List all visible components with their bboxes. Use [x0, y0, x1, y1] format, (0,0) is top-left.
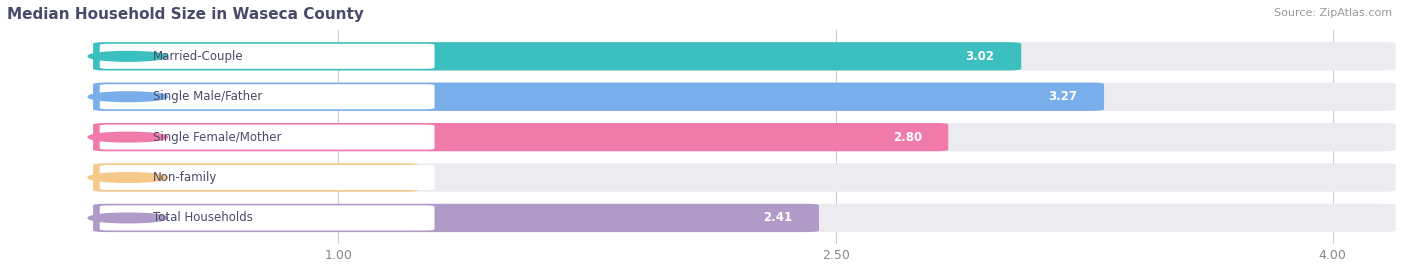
Circle shape [89, 51, 167, 61]
Text: 2.41: 2.41 [763, 211, 793, 224]
FancyBboxPatch shape [100, 165, 434, 190]
FancyBboxPatch shape [93, 42, 1021, 70]
FancyBboxPatch shape [93, 123, 1396, 151]
FancyBboxPatch shape [100, 84, 434, 109]
Circle shape [89, 92, 167, 102]
Circle shape [89, 173, 167, 182]
FancyBboxPatch shape [100, 125, 434, 150]
Text: 1.20: 1.20 [363, 171, 391, 184]
FancyBboxPatch shape [93, 204, 1396, 232]
FancyBboxPatch shape [100, 206, 434, 231]
Circle shape [89, 132, 167, 142]
Text: Median Household Size in Waseca County: Median Household Size in Waseca County [7, 7, 364, 22]
Text: 2.80: 2.80 [893, 131, 922, 144]
FancyBboxPatch shape [93, 83, 1104, 111]
Text: Source: ZipAtlas.com: Source: ZipAtlas.com [1274, 8, 1392, 18]
FancyBboxPatch shape [93, 42, 1396, 70]
Text: Single Male/Father: Single Male/Father [153, 90, 262, 103]
Text: Single Female/Mother: Single Female/Mother [153, 131, 281, 144]
Text: Non-family: Non-family [153, 171, 217, 184]
Text: Total Households: Total Households [153, 211, 253, 224]
Text: 3.27: 3.27 [1049, 90, 1077, 103]
Text: 3.02: 3.02 [966, 50, 994, 63]
FancyBboxPatch shape [100, 44, 434, 69]
FancyBboxPatch shape [93, 163, 1396, 192]
Circle shape [89, 213, 167, 223]
FancyBboxPatch shape [93, 83, 1396, 111]
FancyBboxPatch shape [93, 123, 948, 151]
FancyBboxPatch shape [93, 163, 418, 192]
FancyBboxPatch shape [93, 204, 820, 232]
Text: Married-Couple: Married-Couple [153, 50, 243, 63]
